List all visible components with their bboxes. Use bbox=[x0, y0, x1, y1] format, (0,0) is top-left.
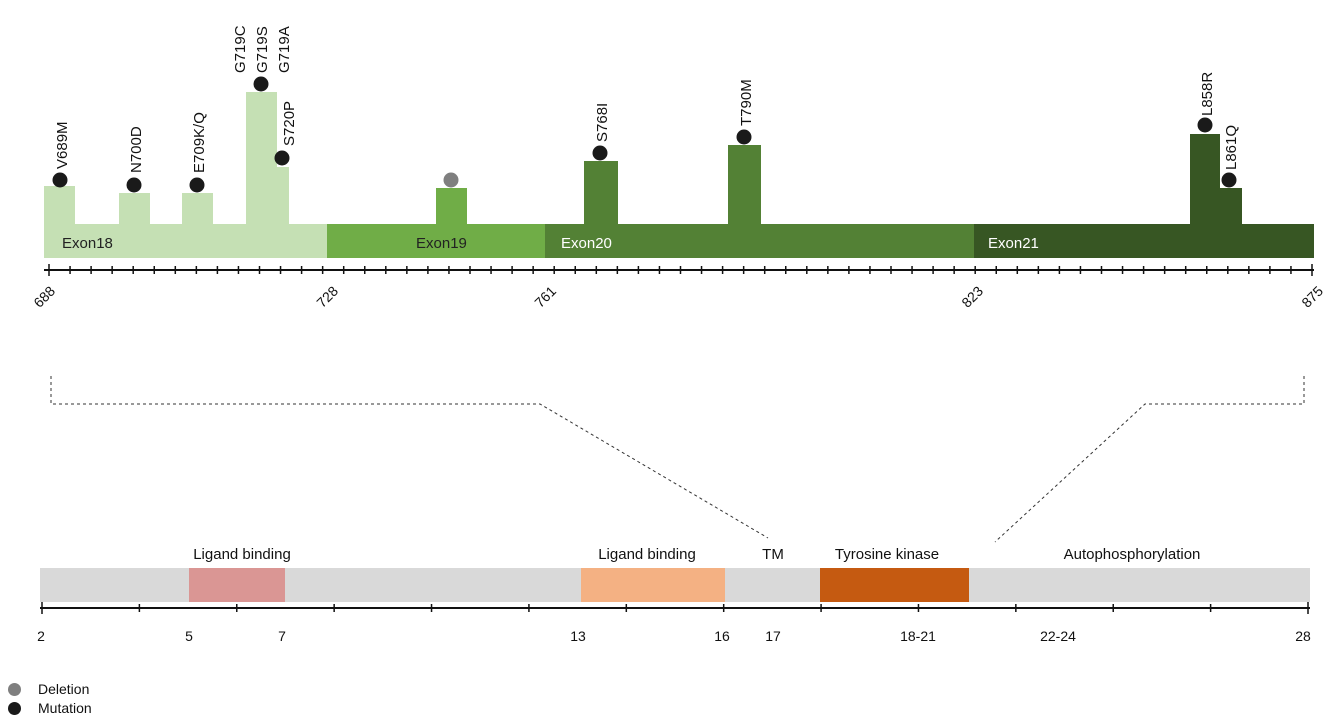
pedestal-t790m bbox=[728, 145, 761, 226]
domain-axis-ticks bbox=[41, 602, 1309, 614]
mutation-label-t790m: T790M bbox=[738, 79, 755, 126]
domain-label-ligand-binding-2: Ligand binding bbox=[598, 546, 696, 563]
mutation-dot-l861q bbox=[1221, 172, 1237, 188]
mutation-label-v689m: V689M bbox=[54, 121, 71, 169]
domain-axis-label-28: 28 bbox=[1295, 628, 1311, 644]
pedestal-l858r bbox=[1190, 134, 1220, 226]
domain-axis-label-16: 16 bbox=[714, 628, 730, 644]
pedestal-s768i bbox=[584, 161, 618, 226]
mutation-dot-s720p bbox=[274, 150, 290, 166]
pedestal-n700d bbox=[119, 193, 150, 226]
exon-axis-label-823: 823 bbox=[958, 283, 986, 311]
zoom-connector-left bbox=[50, 376, 769, 539]
mutation-label-s720p: S720P bbox=[281, 101, 298, 146]
domain-axis-label-2: 2 bbox=[37, 628, 45, 644]
exon18-bar bbox=[44, 224, 327, 258]
domain-label-ligand-binding-1: Ligand binding bbox=[193, 546, 291, 563]
domain-label-tyrosine-kinase: Tyrosine kinase bbox=[835, 546, 939, 563]
mutation-label-n700d: N700D bbox=[128, 126, 145, 173]
domain-label-tm: TM bbox=[762, 546, 784, 563]
ligand-binding-domain-2 bbox=[581, 568, 725, 602]
mutation-label-g719a: G719A bbox=[276, 26, 293, 73]
exon21-bar bbox=[974, 224, 1314, 258]
exon-track: Exon18 Exon19 Exon20 Exon21 V689M N700D … bbox=[30, 25, 1325, 310]
mutation-label-l861q: L861Q bbox=[1223, 125, 1240, 170]
mutation-label-g719s: G719S bbox=[254, 26, 271, 73]
pedestal-g719 bbox=[246, 92, 277, 226]
deletion-dot-exon19 bbox=[443, 172, 459, 188]
pedestal-exon19-deletion bbox=[436, 188, 467, 226]
mutation-label-g719c: G719C bbox=[232, 25, 249, 73]
exon-axis-label-728: 728 bbox=[313, 283, 341, 311]
pedestal-e709 bbox=[182, 193, 213, 226]
domain-axis-label-17: 17 bbox=[765, 628, 781, 644]
mutation-dot-g719 bbox=[253, 76, 269, 92]
mutation-labels: V689M N700D E709K/Q G719C G719S G719A S7… bbox=[54, 25, 1240, 173]
exon19-bar bbox=[327, 224, 545, 258]
domain-axis-label-22-24: 22-24 bbox=[1040, 628, 1076, 644]
pedestal-v689m bbox=[44, 186, 75, 226]
legend-deletion-label: Deletion bbox=[38, 681, 90, 697]
domain-axis-label-7: 7 bbox=[278, 628, 286, 644]
domain-axis: 2 5 7 13 16 17 18-21 22-24 28 bbox=[37, 602, 1311, 644]
domain-axis-label-13: 13 bbox=[570, 628, 586, 644]
mutation-legend-icon bbox=[8, 701, 21, 715]
legend-deletion: Deletion bbox=[8, 681, 89, 697]
pedestal-l861q bbox=[1220, 188, 1242, 226]
legend-mutation: Mutation bbox=[8, 700, 92, 716]
mutation-dot-t790m bbox=[736, 129, 752, 145]
exon21-label: Exon21 bbox=[988, 235, 1039, 252]
exon-axis: 688 728 761 823 875 bbox=[30, 264, 1325, 311]
domain-axis-label-18-21: 18-21 bbox=[900, 628, 936, 644]
mutation-dot-n700d bbox=[126, 177, 142, 193]
domain-track: Ligand binding Ligand binding TM Tyrosin… bbox=[37, 546, 1311, 644]
exon20-bar bbox=[545, 224, 974, 258]
mutation-dots bbox=[52, 76, 1237, 193]
exon-axis-label-688: 688 bbox=[30, 283, 58, 311]
mutation-dot-s768i bbox=[592, 145, 608, 161]
zoom-connector bbox=[50, 376, 1305, 543]
deletion-legend-icon bbox=[8, 682, 21, 696]
exon19-label: Exon19 bbox=[416, 235, 467, 252]
domain-axis-label-5: 5 bbox=[185, 628, 193, 644]
mutation-label-l858r: L858R bbox=[1199, 72, 1216, 116]
pedestal-s720p bbox=[277, 167, 289, 226]
exon-axis-label-875: 875 bbox=[1298, 283, 1325, 311]
zoom-connector-right bbox=[994, 376, 1305, 543]
mutation-label-e709kq: E709K/Q bbox=[191, 112, 208, 173]
exon20-label: Exon20 bbox=[561, 235, 612, 252]
mutation-label-s768i: S768I bbox=[594, 103, 611, 142]
domain-label-autophosphorylation: Autophosphorylation bbox=[1064, 546, 1201, 563]
exon-axis-ticks bbox=[48, 264, 1313, 276]
exon18-label: Exon18 bbox=[62, 235, 113, 252]
hotspot-pedestals bbox=[44, 92, 1242, 226]
mutation-dot-l858r bbox=[1197, 117, 1213, 133]
tyrosine-kinase-domain bbox=[820, 568, 969, 602]
ligand-binding-domain-1 bbox=[189, 568, 285, 602]
mutation-dot-e709kq bbox=[189, 177, 205, 193]
exon-axis-label-761: 761 bbox=[531, 283, 559, 311]
mutation-dot-v689m bbox=[52, 172, 68, 188]
legend-mutation-label: Mutation bbox=[38, 700, 92, 716]
